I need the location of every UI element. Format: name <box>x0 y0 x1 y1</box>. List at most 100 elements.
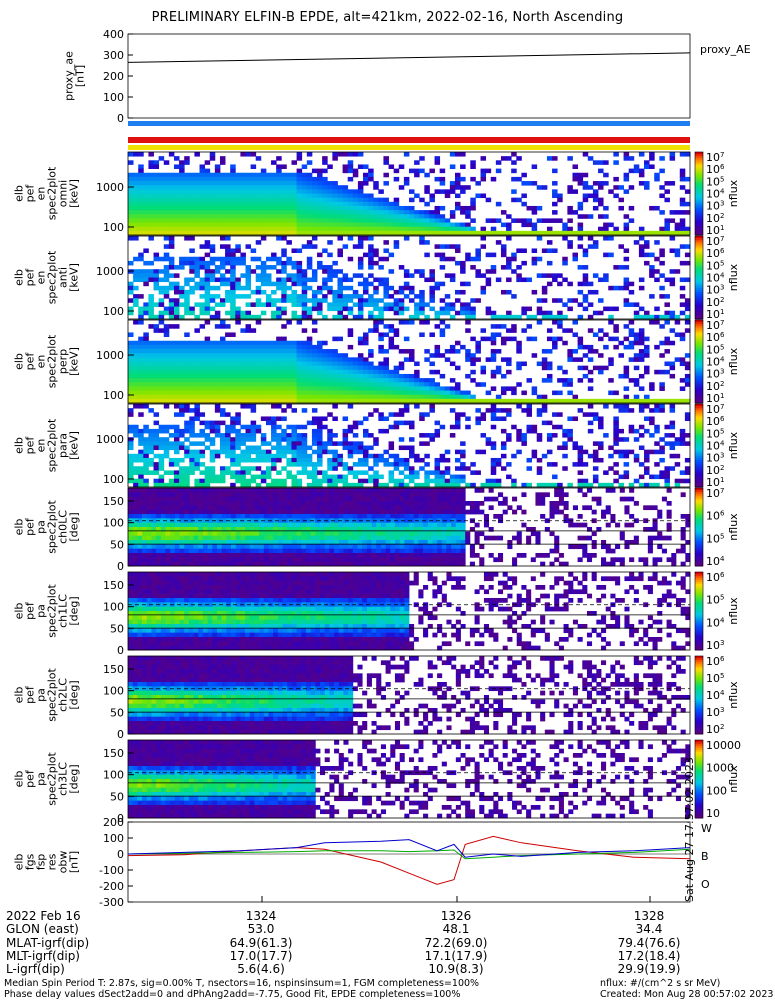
spec-cell <box>449 277 456 283</box>
spec-cell <box>465 394 471 400</box>
spec-cell <box>684 441 691 446</box>
pa-cell <box>207 492 213 498</box>
spec-cell <box>230 382 236 387</box>
spec-cell <box>342 164 349 169</box>
spec-cell <box>383 449 389 455</box>
spec-cell <box>500 244 507 249</box>
spec-cell <box>669 281 676 287</box>
spec-cell <box>265 470 272 475</box>
spec-cell <box>240 181 246 186</box>
spec-cell <box>495 416 502 421</box>
spec-cell <box>516 398 522 404</box>
spec-cell <box>357 336 364 342</box>
spec-cell <box>128 412 134 417</box>
spec-cell <box>194 441 200 446</box>
spec-cell <box>454 230 461 236</box>
spec-cell <box>271 344 277 350</box>
spec-cell <box>128 289 134 295</box>
spec-cell <box>245 437 252 442</box>
spec-cell <box>250 269 257 274</box>
spec-cell <box>337 294 343 299</box>
spec-cell <box>409 273 415 278</box>
spec-cell <box>414 386 420 391</box>
spec-cell <box>306 365 313 371</box>
spec-cell <box>199 390 206 396</box>
spec-cell <box>424 462 430 467</box>
spec-cell <box>383 285 389 291</box>
spec-cell <box>429 478 435 484</box>
spec-cell <box>317 205 323 211</box>
spec-cell <box>587 386 594 391</box>
spec-cell <box>250 398 257 404</box>
spec-cell <box>245 466 252 471</box>
spec-cell <box>679 176 686 182</box>
spec-cell <box>163 453 170 459</box>
spec-cell <box>168 314 175 320</box>
spec-cell <box>572 349 578 354</box>
spec-cell <box>143 185 149 190</box>
pa-cell <box>160 531 166 537</box>
spec-cell <box>230 172 236 178</box>
spec-cell <box>327 222 333 228</box>
spec-cell <box>403 373 410 379</box>
spec-cell <box>516 449 522 455</box>
spec-cell <box>194 205 200 211</box>
spec-cell <box>511 176 517 182</box>
pa-cell <box>142 531 148 537</box>
spec-cell <box>342 306 349 312</box>
spec-cell <box>337 269 343 274</box>
pa-cell <box>128 553 134 558</box>
pa-cell <box>174 531 180 537</box>
spec-cell <box>276 390 282 396</box>
spec-cell <box>189 210 195 215</box>
spec-cell <box>168 193 175 199</box>
spec-cell <box>465 222 471 228</box>
pa-cell <box>212 496 218 502</box>
spec-cell <box>398 214 405 219</box>
spec-cell <box>148 349 154 354</box>
spec-cell <box>327 361 333 367</box>
spec-cell <box>148 433 154 438</box>
pa-cell <box>184 514 190 519</box>
spec-cell <box>219 226 226 232</box>
spec-cbar-seg <box>695 324 703 327</box>
spec-cell <box>296 437 303 442</box>
pa-cell <box>170 509 176 515</box>
spec-cell <box>378 218 384 223</box>
spec-cell <box>199 412 206 417</box>
spec-cell <box>158 176 165 182</box>
spec-cell <box>235 416 241 421</box>
spec-cbar-seg <box>695 306 703 310</box>
spec-cell <box>235 390 241 396</box>
pa-cell <box>132 561 138 567</box>
spec-cell <box>250 340 257 346</box>
spec-cbar-seg <box>695 195 703 199</box>
spec-cell <box>654 344 660 350</box>
pa-cell <box>245 561 251 567</box>
spec-cell <box>291 210 297 215</box>
pa-cell <box>142 488 148 493</box>
spec-cell <box>179 478 185 484</box>
spec-cell <box>669 181 676 186</box>
spec-cell <box>128 462 134 467</box>
spec-cell <box>219 408 226 413</box>
spec-cell <box>271 205 277 211</box>
spec-cell <box>439 226 446 232</box>
spec-cell <box>133 201 139 207</box>
spec-cell <box>143 470 149 475</box>
spec-cell <box>322 193 328 199</box>
spec-cell <box>317 306 323 312</box>
spec-cell <box>260 453 267 459</box>
spec-cell <box>286 398 292 404</box>
spec-cell <box>265 449 272 455</box>
spec-cell <box>332 404 338 409</box>
spec-cell <box>184 344 190 350</box>
spec-cell <box>128 470 134 475</box>
spec-cell <box>684 306 691 312</box>
spec-cell <box>291 273 297 278</box>
spec-cell <box>143 349 149 354</box>
spec-cell <box>577 230 584 236</box>
spec-cell <box>383 386 389 391</box>
spec-cell <box>194 408 200 413</box>
spec-cell <box>148 226 154 232</box>
